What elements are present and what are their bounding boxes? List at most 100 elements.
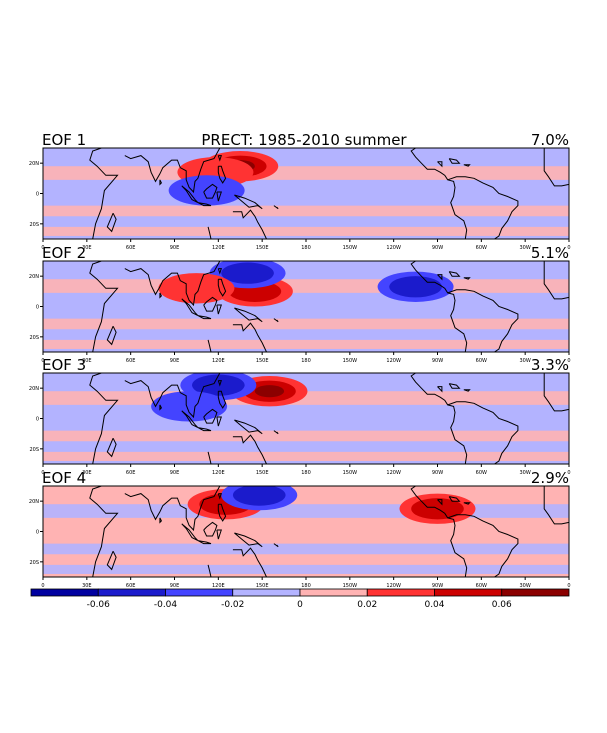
- x-tick-label: 150W: [343, 470, 358, 476]
- coastline: [216, 304, 222, 315]
- colorbar-swatch: [366, 588, 435, 597]
- coastline: [273, 430, 279, 435]
- coastline: [89, 261, 119, 352]
- panel-2-label: EOF 2: [42, 244, 86, 262]
- x-tick-label: 30W: [520, 245, 531, 251]
- coastline: [197, 315, 212, 320]
- x-tick-label: 90E: [170, 245, 180, 251]
- coastline: [217, 155, 222, 162]
- y-tick-label: 20N: [29, 386, 39, 392]
- x-tick-label: 150W: [343, 583, 358, 589]
- coastline: [463, 164, 471, 167]
- coastline: [203, 521, 218, 537]
- colorbar-tick-label: 0.02: [357, 600, 377, 610]
- coastline: [124, 486, 221, 532]
- y-tick-label: 0: [36, 530, 39, 536]
- coastline: [207, 451, 212, 464]
- coastline: [463, 389, 471, 392]
- y-tick-label: 20N: [29, 274, 39, 280]
- coastline: [437, 161, 443, 168]
- coastline: [217, 493, 222, 500]
- colorbar: -0.06 -0.04 -0.02 0 0.02 0.04 0.06: [30, 588, 570, 610]
- coastline: [447, 176, 519, 239]
- coastline: [217, 380, 222, 387]
- x-tick-label: 150E: [256, 358, 269, 364]
- coastline: [159, 404, 163, 411]
- panel-4-coastlines: [89, 486, 569, 577]
- coastline: [447, 514, 519, 577]
- coastline: [159, 179, 163, 186]
- coastline: [207, 226, 212, 239]
- x-tick-label: 90E: [170, 358, 180, 364]
- coastline: [217, 503, 227, 522]
- anomaly-contour: [192, 374, 245, 396]
- panel-1-variance: 7.0%: [531, 131, 569, 149]
- panel-4-background: [43, 486, 569, 577]
- x-tick-label: 60E: [126, 583, 136, 589]
- coastline: [106, 550, 117, 571]
- panel-1: 0 30E 60E 90E 120E 150E 180 150W 120W 90W 60W 30W 0 2…: [29, 131, 571, 251]
- coastline: [124, 261, 221, 307]
- y-tick-label: 20S: [29, 222, 39, 228]
- coastline: [216, 191, 222, 202]
- coastline: [89, 486, 119, 577]
- coastline: [234, 307, 263, 323]
- x-tick-label: 30E: [82, 358, 92, 364]
- coastline: [448, 158, 461, 164]
- x-tick-label: 180: [301, 358, 311, 364]
- x-tick-label: 90E: [170, 470, 180, 476]
- panel-2-background: [43, 261, 569, 352]
- panel-4: 0 30E 60E 90E 120E 150E 180 150W 120W 90W 60W 30W 02…: [29, 469, 571, 589]
- x-tick-label: 60E: [126, 470, 136, 476]
- x-tick-label: 30E: [82, 470, 92, 476]
- coastline: [124, 373, 221, 419]
- anomaly-contour: [221, 262, 274, 284]
- x-tick-label: 150E: [256, 470, 269, 476]
- coastline: [273, 205, 279, 210]
- coastline: [159, 517, 163, 524]
- x-tick-label: 90W: [432, 583, 443, 589]
- panel-4-label: EOF 4: [42, 469, 86, 487]
- field-band: [43, 451, 569, 461]
- anomaly-contour: [151, 391, 228, 422]
- panel-3: 0 30E 60E 90E 120E 150E 180 150W 120W 90W 60W 30W 0 2…: [29, 356, 571, 476]
- coastline: [543, 148, 569, 187]
- coastline: [447, 401, 519, 464]
- panel-2-fields: [43, 261, 569, 349]
- panel-1-background: [43, 148, 569, 239]
- coastline: [273, 318, 279, 323]
- field-band: [43, 226, 569, 236]
- panel-3-background: [43, 373, 569, 464]
- coastline: [448, 383, 461, 389]
- colorbar-swatch: [97, 588, 166, 597]
- coastline: [203, 183, 218, 199]
- coastline: [203, 296, 218, 312]
- x-tick-label: 150E: [256, 583, 269, 589]
- anomaly-contour: [232, 486, 286, 506]
- panel-3-label: EOF 3: [42, 356, 86, 374]
- x-tick-label: 180: [301, 245, 311, 251]
- coastline: [203, 408, 218, 424]
- colorbar-tick-label: 0.06: [492, 600, 512, 610]
- coastline: [543, 486, 569, 525]
- x-tick-label: 180: [301, 470, 311, 476]
- x-tick-label: 120W: [386, 583, 401, 589]
- x-tick-label: 120E: [212, 245, 225, 251]
- colorbar-tick-label: -0.04: [154, 600, 178, 610]
- x-tick-label: 120E: [212, 583, 225, 589]
- coastline: [207, 564, 212, 577]
- coastline: [89, 148, 119, 239]
- field-band: [43, 318, 569, 330]
- coastline: [448, 271, 461, 277]
- y-tick-label: 0: [36, 192, 39, 198]
- x-tick-label: 0: [41, 583, 44, 589]
- coastline: [216, 416, 222, 427]
- x-tick-label: 150W: [343, 358, 358, 364]
- coastline: [232, 547, 267, 577]
- x-tick-label: 180: [301, 583, 311, 589]
- x-tick-label: 60W: [476, 470, 487, 476]
- x-tick-label: 60E: [126, 245, 136, 251]
- colorbar-swatch: [299, 588, 368, 597]
- panel-4-variance: 2.9%: [531, 469, 569, 487]
- x-tick-label: 0: [41, 470, 44, 476]
